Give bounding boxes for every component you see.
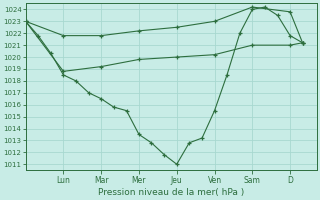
X-axis label: Pression niveau de la mer( hPa ): Pression niveau de la mer( hPa )	[98, 188, 244, 197]
